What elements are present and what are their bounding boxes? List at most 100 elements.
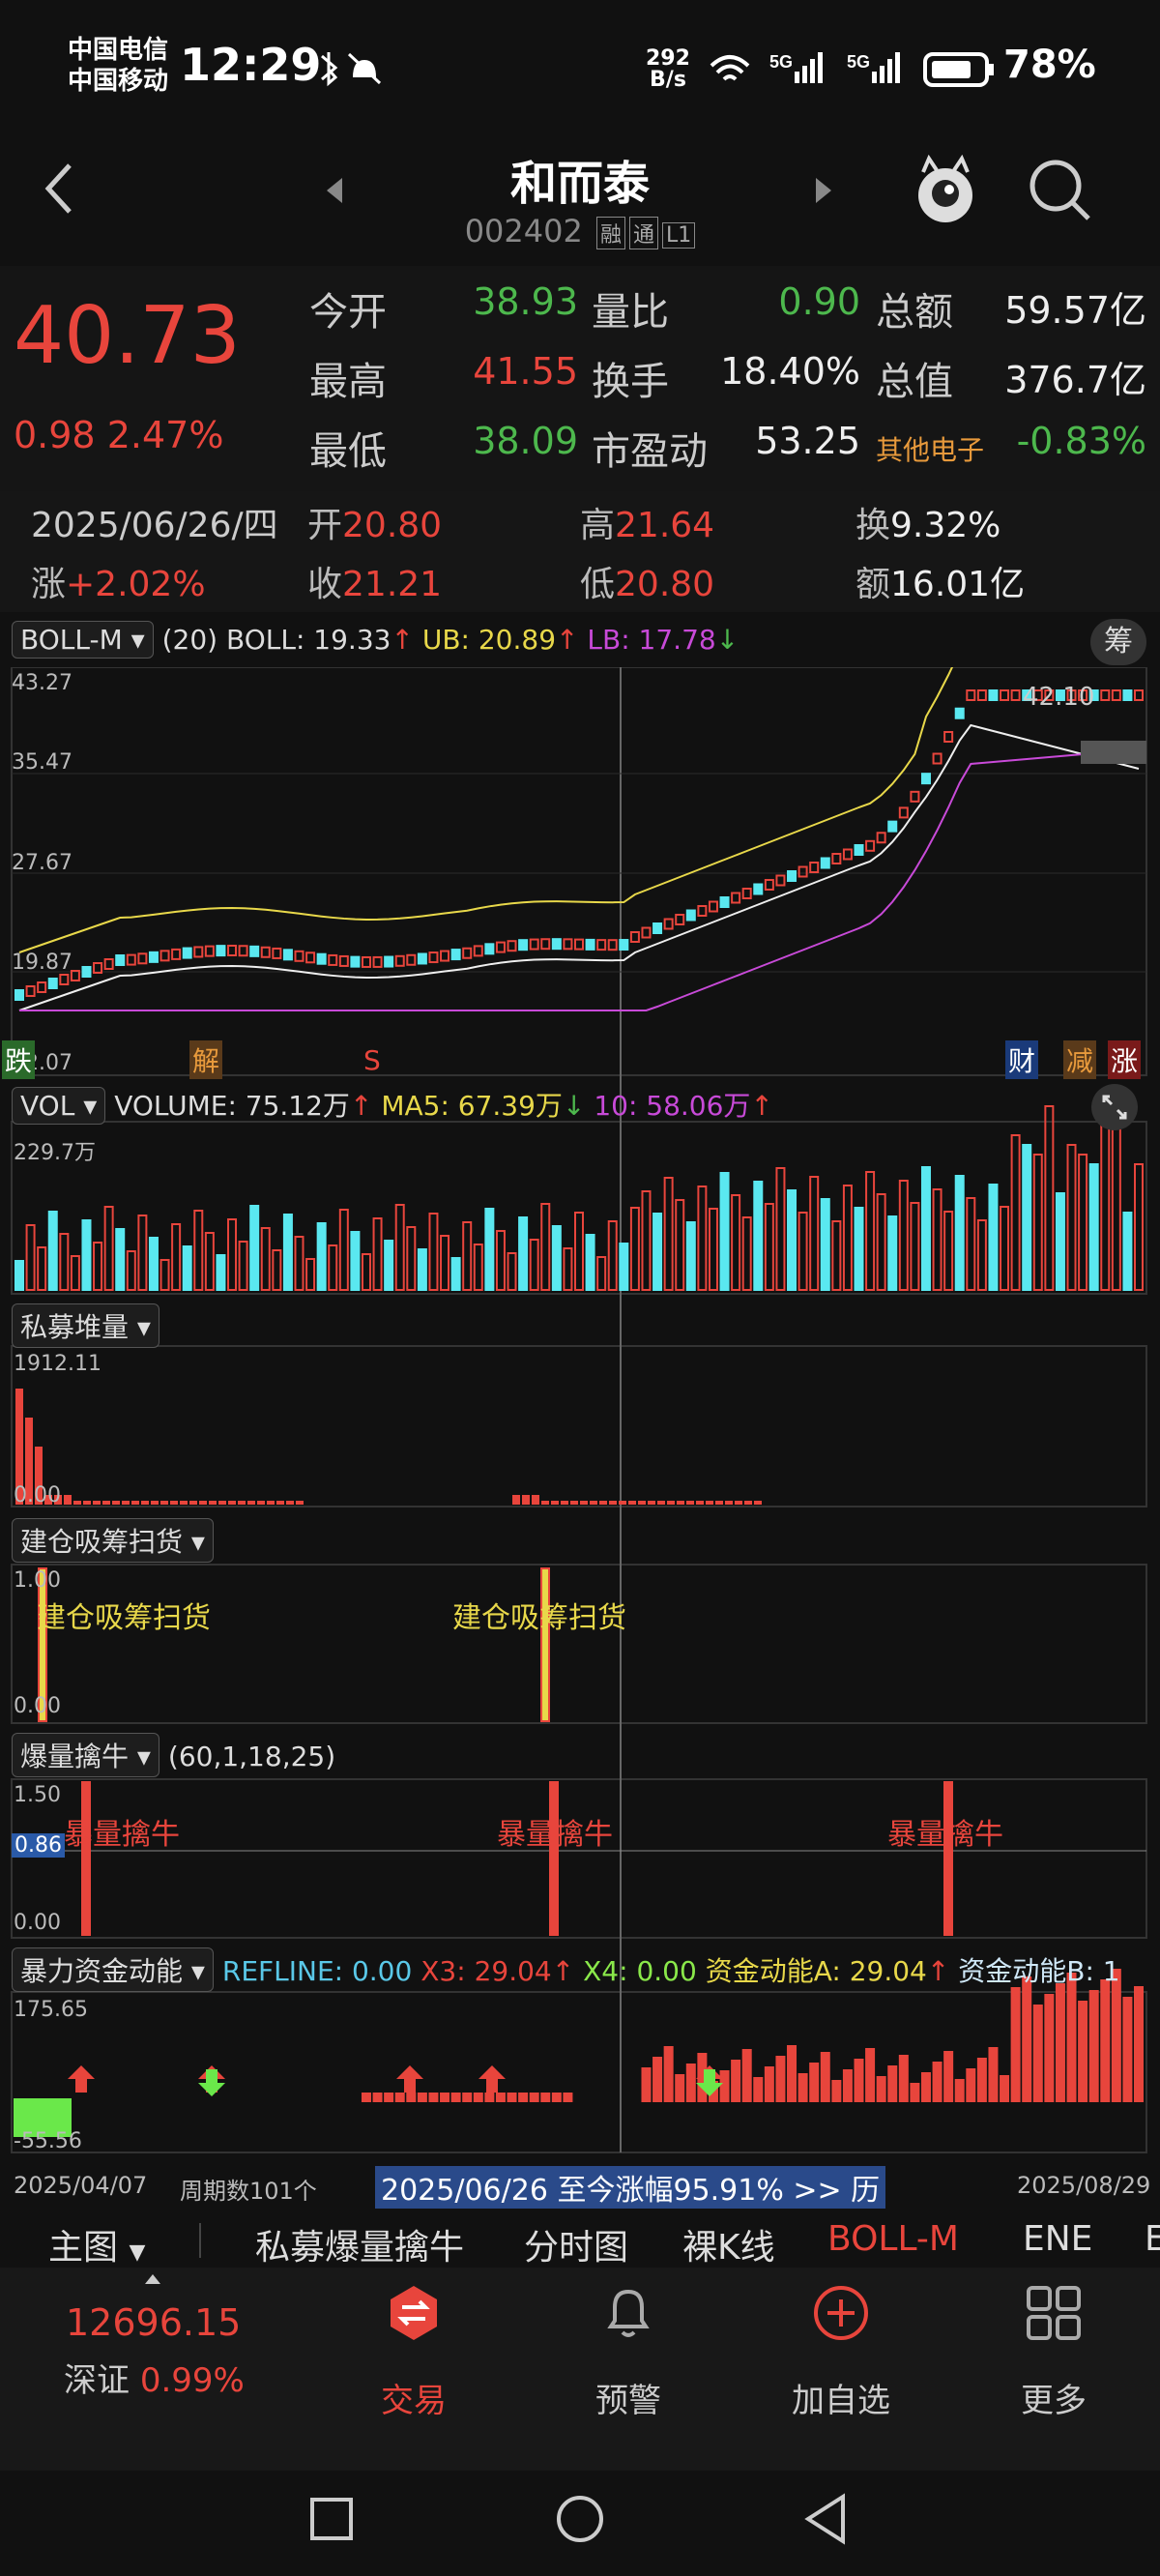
fund-bar — [507, 2093, 517, 2102]
candle — [1122, 689, 1133, 701]
boll-legend: BOLL-M ▾ (20) BOLL: 19.33↑ UB: 20.89↑ LB… — [12, 621, 739, 659]
private-bar — [686, 1501, 694, 1505]
vol-selector[interactable]: VOL ▾ — [12, 1087, 106, 1125]
fund-bar — [1122, 1997, 1133, 2102]
marker-reduce: 减 — [1063, 1040, 1097, 1079]
candle — [394, 954, 405, 967]
boll-selector-label: BOLL-M — [20, 624, 123, 656]
fund-bar — [1010, 1987, 1021, 2102]
tab-boll[interactable]: BOLL-M — [827, 2219, 959, 2259]
private-bar — [93, 1501, 101, 1505]
volume-bar — [988, 1184, 999, 1291]
caret-up-icon — [145, 2274, 160, 2284]
candle — [1044, 689, 1055, 701]
index-value[interactable]: 12696.15 — [66, 2301, 242, 2344]
amt-value: 16.01亿 — [890, 565, 1026, 604]
private-bar — [83, 1501, 91, 1505]
high-price-label: 42.10 — [1023, 683, 1095, 712]
burst-selector[interactable]: 爆量擒牛 ▾ — [12, 1733, 160, 1777]
grid-more-icon[interactable] — [1025, 2284, 1083, 2342]
mascot-icon[interactable] — [914, 155, 977, 228]
candle — [1078, 689, 1088, 701]
nav-more[interactable]: 更多 — [1021, 2382, 1087, 2420]
fund-bar — [842, 2069, 853, 2102]
candle — [697, 905, 708, 917]
search-icon[interactable] — [1027, 157, 1094, 224]
quote-label: 今开 — [309, 290, 387, 335]
nav-add-watchlist[interactable]: 加自选 — [792, 2382, 890, 2420]
burst-signal-1: 暴量擒牛 — [64, 1818, 180, 1852]
recent-apps-icon[interactable] — [307, 2495, 356, 2543]
candle — [652, 922, 663, 934]
private-bar — [696, 1501, 704, 1505]
vol-selector-label: VOL — [20, 1090, 75, 1122]
volume-bar — [417, 1248, 427, 1291]
trade-icon[interactable] — [387, 2284, 441, 2342]
index-pct: 0.99% — [139, 2361, 245, 2400]
candle — [14, 989, 24, 1001]
fund-bar — [954, 2079, 965, 2102]
next-stock-icon[interactable] — [814, 176, 835, 205]
candle — [731, 892, 741, 904]
add-watchlist-icon[interactable] — [812, 2284, 870, 2342]
volume-bar — [943, 1211, 954, 1291]
volume-bar — [629, 1207, 640, 1291]
tab-bare-k[interactable]: 裸K线 — [682, 2228, 775, 2268]
chg-label: 涨 — [31, 565, 67, 604]
boll-y-4: 19.87 — [12, 951, 72, 975]
quote-value: -0.83% — [1016, 420, 1146, 462]
quote-label: 量比 — [592, 290, 669, 335]
candle — [148, 951, 159, 963]
tab-main[interactable]: 主图 ▼ — [48, 2219, 145, 2269]
candle — [1100, 689, 1111, 701]
candle — [663, 918, 674, 930]
volume-bar — [920, 1166, 931, 1291]
fund-bar — [920, 2072, 931, 2102]
high-value: 21.64 — [615, 506, 715, 545]
vol-ma10: 10: 58.06万 — [594, 1090, 751, 1122]
nav-alert[interactable]: 预警 — [595, 2382, 661, 2420]
back-icon[interactable] — [39, 160, 77, 218]
candle — [831, 853, 842, 864]
boll-lower-line — [19, 748, 1140, 1011]
prev-stock-icon[interactable] — [323, 176, 344, 205]
nav-trade[interactable]: 交易 — [381, 2382, 447, 2420]
tab-private-burst[interactable]: 私募爆量擒牛 — [255, 2228, 465, 2268]
tab-ene[interactable]: ENE — [1023, 2219, 1093, 2259]
fund-bar — [663, 2046, 674, 2102]
private-selector[interactable]: 私募堆量 ▾ — [12, 1303, 160, 1348]
fund-b: 资金动能B: 1 — [958, 1955, 1120, 1987]
private-bar — [580, 1501, 588, 1505]
candle — [842, 848, 853, 861]
fund-bar — [1055, 1983, 1065, 2102]
build-selector[interactable]: 建仓吸筹扫货 ▾ — [12, 1518, 214, 1563]
vol-legend: VOL ▾ VOLUME: 75.12万↑ MA5: 67.39万↓ 10: 5… — [12, 1085, 773, 1125]
volume-bar — [1088, 1163, 1099, 1291]
index-info[interactable]: 深证 0.99% — [64, 2354, 245, 2401]
axis-end-date: 2025/08/29 — [1017, 2172, 1151, 2199]
fund-bar — [1088, 1990, 1099, 2102]
tab-more[interactable]: E — [1145, 2219, 1160, 2259]
back-nav-icon[interactable] — [802, 2493, 851, 2545]
home-icon[interactable] — [554, 2493, 606, 2545]
private-bar — [257, 1501, 265, 1505]
volume-bar — [394, 1204, 405, 1291]
boll-selector[interactable]: BOLL-M ▾ — [12, 621, 154, 659]
expand-icon[interactable] — [1090, 1083, 1139, 1131]
range-summary[interactable]: 2025/06/26 至今涨幅95.91% >> 历 — [375, 2166, 886, 2209]
chip-button[interactable]: 筹 — [1090, 619, 1146, 665]
private-bar — [744, 1501, 752, 1505]
high-label: 高 — [580, 506, 616, 545]
quote-label: 市盈动 — [592, 429, 708, 474]
fund-selector[interactable]: 暴力资金动能 ▾ — [12, 1947, 214, 1992]
bell-icon[interactable] — [601, 2284, 655, 2342]
volume-bar — [865, 1171, 876, 1291]
candle — [115, 954, 126, 966]
private-bar — [667, 1501, 675, 1505]
private-bar — [218, 1501, 226, 1505]
chart-area[interactable] — [0, 667, 1160, 2224]
candle — [563, 938, 573, 951]
tab-intraday[interactable]: 分时图 — [524, 2228, 629, 2268]
candle — [719, 896, 730, 908]
burst-current: 0.86 — [12, 1833, 65, 1858]
